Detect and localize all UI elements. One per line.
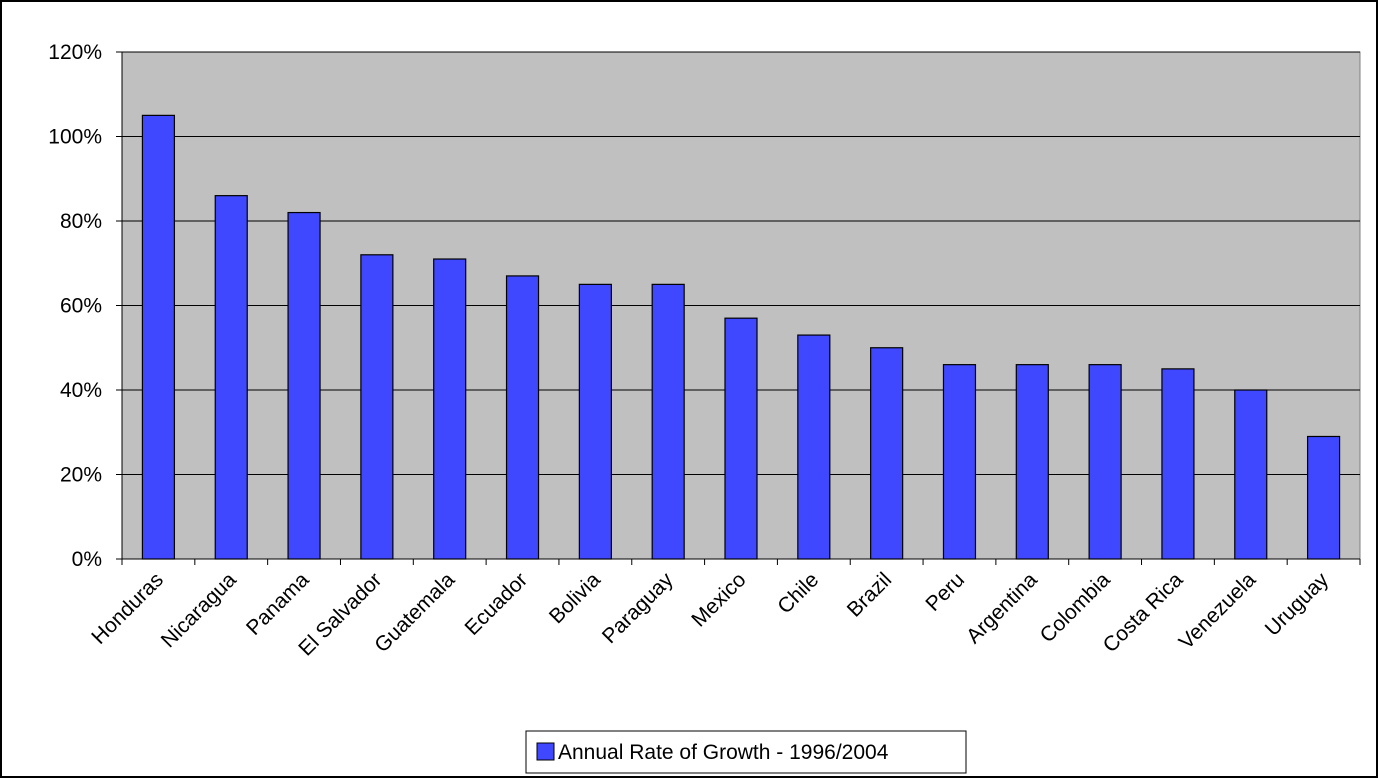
- y-tick-label-120: 120%: [48, 41, 102, 64]
- legend-label: Annual Rate of Growth - 1996/2004: [558, 741, 889, 764]
- bar-mexico: [724, 317, 758, 560]
- bar-uruguay: [1306, 435, 1341, 560]
- y-tick-label-80: 80%: [60, 210, 102, 233]
- legend-box: [525, 730, 967, 774]
- bar-chile: [797, 334, 831, 560]
- y-tick-label-40: 40%: [60, 379, 102, 402]
- bar-argentina: [1015, 364, 1049, 560]
- y-tick-label-0: 0%: [72, 548, 102, 571]
- y-axis-tick-labels: 0% 20% 40% 60% 80% 100% 120%: [48, 41, 102, 571]
- legend: Annual Rate of Growth - 1996/2004: [525, 730, 967, 774]
- bar-colombia: [1088, 364, 1122, 560]
- bars: [141, 114, 1341, 560]
- bar-peru: [942, 364, 977, 560]
- y-tick-label-100: 100%: [48, 126, 102, 149]
- bar-brazil: [870, 347, 904, 560]
- bar-paraguay: [651, 283, 685, 560]
- bar-venezuela: [1234, 389, 1268, 560]
- bar-panama: [287, 211, 321, 560]
- axes: [116, 51, 1361, 565]
- bar-guatemala: [433, 258, 467, 560]
- bar-honduras: [141, 114, 176, 560]
- bar-ecuador: [505, 275, 540, 560]
- bar-el-salvador: [360, 254, 394, 560]
- legend-swatch: [536, 742, 555, 761]
- bar-bolivia: [578, 283, 612, 560]
- y-tick-label-20: 20%: [60, 464, 102, 487]
- bar-nicaragua: [214, 195, 248, 560]
- bar-costa-rica: [1161, 368, 1195, 560]
- y-tick-label-60: 60%: [60, 295, 102, 318]
